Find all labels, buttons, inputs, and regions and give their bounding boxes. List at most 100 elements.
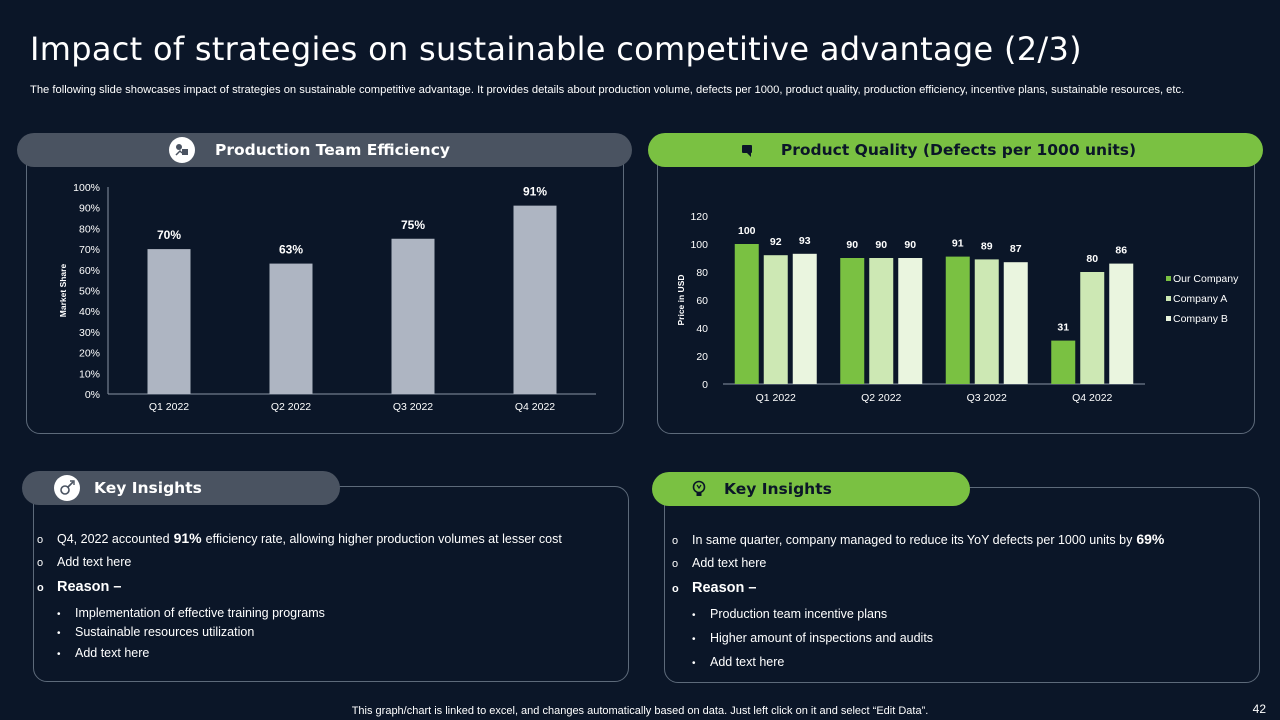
- data-label: 63%: [279, 243, 303, 257]
- y-tick-label: 60%: [79, 265, 100, 277]
- efficiency-chart-title: Production Team Efficiency: [214, 141, 451, 159]
- data-label: 87: [1010, 243, 1022, 255]
- left-insights-header: Key Insights: [22, 471, 340, 505]
- y-tick-label: 100%: [73, 182, 100, 194]
- data-label: 91%: [523, 185, 547, 199]
- data-label: 80: [1086, 253, 1098, 265]
- page-number: 42: [1252, 702, 1266, 716]
- lightbulb-icon: [686, 476, 712, 502]
- y-tick-label: 70%: [79, 244, 100, 256]
- right-reason-bullet: • Production team incentive plans: [692, 607, 888, 621]
- legend-swatch: [1166, 316, 1171, 321]
- y-tick-label: 40%: [79, 306, 100, 318]
- bar: [269, 263, 313, 394]
- y-axis-label: Price in USD: [676, 274, 686, 325]
- bar-our-company: [840, 258, 865, 384]
- y-tick-label: 90%: [79, 203, 100, 215]
- dot-bullet-icon: •: [57, 628, 61, 639]
- team-efficiency-icon: [168, 137, 195, 163]
- dot-bullet-icon: •: [692, 658, 696, 669]
- circle-bullet-icon: o: [672, 558, 679, 570]
- dot-bullet-icon: •: [692, 610, 696, 621]
- bar-company-b: [1003, 262, 1028, 384]
- bar: [147, 249, 191, 394]
- bar-company-b: [898, 258, 923, 384]
- data-label: 31: [1057, 322, 1069, 334]
- left-insight-2: o Add text here: [37, 555, 132, 569]
- left-reason-bullet: • Implementation of effective training p…: [57, 606, 325, 620]
- circle-bullet-icon: o: [37, 582, 44, 594]
- bar-our-company: [1051, 340, 1076, 384]
- legend-label: Company A: [1173, 293, 1227, 305]
- bar-company-a: [1080, 272, 1105, 384]
- left-insights-list: o Q4, 2022 accounted 91% efficiency rate…: [37, 528, 627, 678]
- bar-our-company: [734, 244, 759, 384]
- circle-bullet-icon: o: [37, 534, 44, 546]
- data-label: 93: [799, 235, 811, 247]
- y-tick-label: 30%: [79, 327, 100, 339]
- right-reason-heading: o Reason –: [672, 580, 757, 596]
- bar-company-b: [1109, 263, 1134, 384]
- left-insights-title: Key Insights: [94, 479, 202, 497]
- data-label: 90: [846, 239, 858, 251]
- y-tick-label: 0: [702, 379, 708, 391]
- dot-bullet-icon: •: [57, 649, 61, 660]
- x-tick-label: Q2 2022: [861, 392, 901, 404]
- bar: [513, 205, 557, 394]
- circle-bullet-icon: o: [37, 557, 44, 569]
- right-insight-1: o In same quarter, company managed to re…: [672, 531, 1165, 547]
- y-tick-label: 120: [690, 211, 708, 223]
- legend-swatch: [1166, 296, 1171, 301]
- bar-our-company: [945, 256, 970, 384]
- footer-note: This graph/chart is linked to excel, and…: [351, 705, 929, 717]
- x-tick-label: Q1 2022: [149, 401, 189, 413]
- x-tick-label: Q4 2022: [1072, 392, 1112, 404]
- bar-company-b: [792, 253, 817, 384]
- x-tick-label: Q2 2022: [271, 401, 311, 413]
- x-tick-label: Q3 2022: [393, 401, 433, 413]
- x-tick-label: Q3 2022: [967, 392, 1007, 404]
- data-label: 86: [1115, 245, 1127, 257]
- right-insights-list: o In same quarter, company managed to re…: [672, 529, 1257, 679]
- data-label: 90: [875, 239, 887, 251]
- quality-chart-title: Product Quality (Defects per 1000 units): [780, 141, 1137, 159]
- y-tick-label: 40: [696, 323, 708, 335]
- y-tick-label: 50%: [79, 286, 100, 298]
- legend-swatch: [1166, 276, 1171, 281]
- circle-bullet-icon: o: [672, 583, 679, 595]
- left-reason-heading: o Reason –: [37, 579, 122, 595]
- y-tick-label: 10%: [79, 368, 100, 380]
- data-label: 90: [904, 239, 916, 251]
- bar-company-a: [763, 255, 788, 384]
- right-reason-bullet: • Add text here: [692, 655, 785, 669]
- data-label: 91: [952, 238, 964, 250]
- right-insight-2: o Add text here: [672, 556, 767, 570]
- y-tick-label: 100: [690, 239, 708, 251]
- right-insights-title: Key Insights: [724, 480, 832, 498]
- y-tick-label: 20%: [79, 348, 100, 360]
- y-tick-label: 0%: [85, 389, 100, 401]
- circle-bullet-icon: o: [672, 535, 679, 547]
- data-label: 92: [770, 236, 782, 248]
- y-tick-label: 80: [696, 267, 708, 279]
- rocket-icon: [54, 475, 80, 501]
- right-insights-header: Key Insights: [652, 472, 970, 506]
- data-label: 70%: [157, 228, 181, 242]
- bar-company-a: [974, 259, 999, 384]
- x-tick-label: Q4 2022: [515, 401, 555, 413]
- data-label: 75%: [401, 218, 425, 232]
- quality-icon: [734, 137, 761, 163]
- efficiency-chart-header: Production Team Efficiency: [17, 133, 632, 167]
- right-insight-highlight: 69%: [1136, 531, 1165, 547]
- y-tick-label: 60: [696, 295, 708, 307]
- y-tick-label: 80%: [79, 223, 100, 235]
- data-label: 100: [738, 225, 756, 237]
- legend-label: Our Company: [1173, 273, 1239, 285]
- data-label: 89: [981, 240, 993, 252]
- dot-bullet-icon: •: [692, 634, 696, 645]
- x-tick-label: Q1 2022: [756, 392, 796, 404]
- y-tick-label: 20: [696, 351, 708, 363]
- y-axis-label: Market Share: [58, 264, 68, 318]
- left-insight-highlight: 91%: [173, 530, 202, 546]
- left-reason-bullet: • Add text here: [57, 646, 150, 660]
